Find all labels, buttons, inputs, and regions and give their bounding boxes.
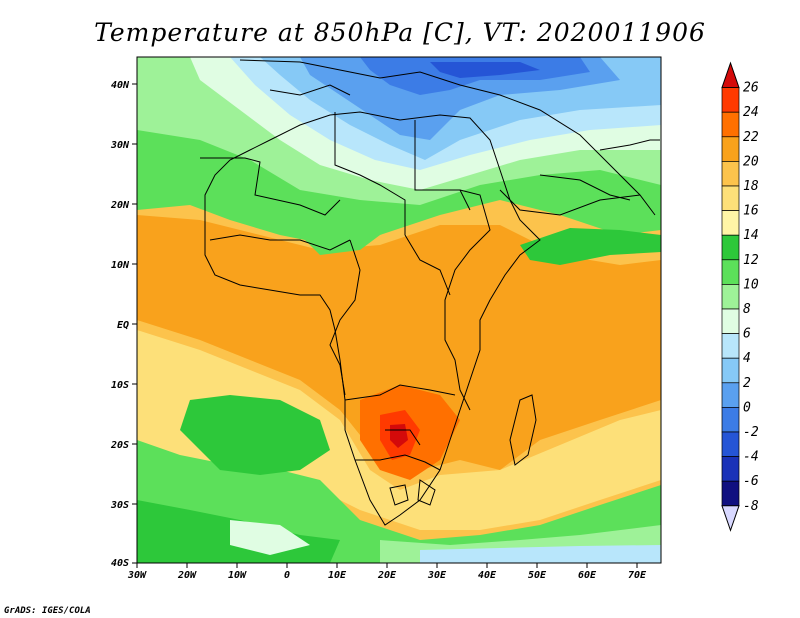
lat-tick-label: 30S [110, 500, 129, 511]
latitude-axis: 40N 30N 20N 10N EQ 10S 20S 30S 40S [110, 80, 130, 569]
colorbar-label: -2 [743, 425, 759, 440]
colorbar-segment [721, 210, 740, 236]
colorbar-segment [721, 357, 740, 384]
colorbar-segment [721, 333, 740, 359]
colorbar-label: 12 [743, 253, 759, 268]
lon-tick-label: 10E [328, 570, 347, 581]
colorbar-label: 16 [743, 204, 759, 219]
colorbar-segment [721, 111, 740, 138]
colorbar-segment [721, 161, 740, 187]
colorbar-segment [721, 382, 740, 408]
colorbar-segment [721, 431, 740, 457]
colorbar-label: 20 [743, 154, 759, 169]
colorbar-label: 4 [743, 351, 751, 366]
colorbar-segment [721, 456, 740, 482]
colorbar-segment [721, 480, 740, 507]
lat-tick-label: 40S [111, 558, 129, 569]
colorbar-label: 10 [743, 277, 759, 292]
lat-tick-label: 30N [110, 140, 130, 151]
colorbar-segment [721, 87, 740, 113]
colorbar-label: -8 [743, 499, 759, 514]
colorbar-segment [721, 284, 740, 310]
lat-tick-label: 40N [111, 80, 130, 91]
colorbar-label: 24 [743, 105, 759, 120]
colorbar-segment [721, 185, 740, 211]
colorbar-label: -4 [743, 450, 759, 465]
map-frame [136, 56, 662, 564]
credit-text: GrADS: IGES/COLA [4, 606, 91, 616]
colorbar-segment [721, 61, 740, 89]
colorbar-label: -6 [743, 474, 759, 489]
tick-marks [132, 83, 638, 568]
lon-tick-label: 20W [177, 570, 197, 581]
colorbar-label: 14 [743, 228, 759, 243]
lat-tick-label: 10N [111, 260, 130, 271]
lon-tick-label: 40E [478, 570, 497, 581]
colorbar-segment [721, 259, 740, 285]
colorbar-segment [721, 407, 740, 433]
colorbar-label: 18 [743, 179, 759, 194]
lat-tick-label: EQ [117, 320, 129, 331]
colorbar-label: 6 [743, 327, 751, 342]
lat-tick-label: 20N [110, 200, 130, 211]
colorbar-label: 0 [743, 400, 751, 415]
longitude-axis: 30W 20W 10W 0 10E 20E 30E 40E 50E 60E 70… [127, 570, 647, 581]
lon-tick-label: 10W [228, 570, 247, 581]
lon-tick-label: 30W [127, 570, 147, 581]
colorbar-segment [721, 505, 740, 532]
temperature-field [137, 57, 661, 563]
lon-tick-label: 20E [377, 570, 397, 581]
lon-tick-label: 50E [528, 570, 547, 581]
lon-tick-label: 70E [628, 570, 647, 581]
colorbar-segment [721, 136, 740, 162]
colorbar-label: 2 [743, 376, 751, 391]
lat-tick-label: 10S [111, 380, 129, 391]
colorbar-segment [721, 234, 740, 261]
colorbar-label: 26 [743, 81, 759, 96]
lon-tick-label: 30E [427, 570, 447, 581]
colorbar-segment [721, 308, 740, 334]
colorbar-label: 8 [743, 302, 751, 317]
lon-tick-label: 60E [578, 570, 597, 581]
colorbar-label: 22 [743, 130, 759, 145]
lon-tick-label: 0 [284, 570, 290, 581]
lat-tick-label: 20S [110, 440, 129, 451]
map-title: Temperature at 850hPa [C], VT: 202001190… [94, 18, 706, 47]
